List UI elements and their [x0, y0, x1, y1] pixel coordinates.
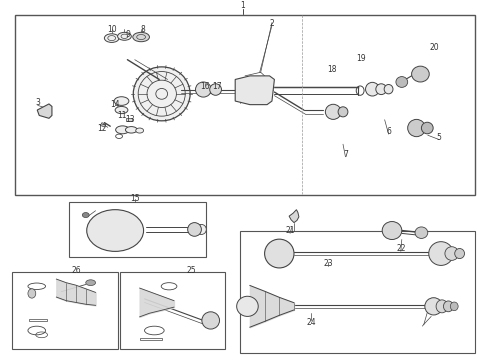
Text: 26: 26	[71, 266, 81, 275]
Text: 23: 23	[323, 259, 333, 268]
Polygon shape	[37, 104, 52, 118]
Ellipse shape	[396, 77, 408, 87]
Ellipse shape	[125, 127, 137, 133]
Ellipse shape	[28, 289, 36, 298]
Ellipse shape	[412, 66, 429, 82]
Text: 3: 3	[35, 98, 40, 107]
Bar	[240, 230, 475, 353]
Ellipse shape	[237, 296, 258, 316]
Ellipse shape	[415, 227, 428, 238]
Text: 5: 5	[437, 132, 441, 141]
Ellipse shape	[455, 248, 465, 258]
Ellipse shape	[425, 298, 442, 315]
Ellipse shape	[384, 85, 393, 94]
Ellipse shape	[338, 107, 348, 117]
Ellipse shape	[436, 300, 448, 313]
Text: 19: 19	[356, 54, 366, 63]
Text: 13: 13	[125, 115, 135, 124]
Text: 25: 25	[186, 266, 196, 275]
Polygon shape	[235, 76, 274, 105]
Text: 17: 17	[212, 82, 221, 91]
Text: 24: 24	[306, 318, 316, 327]
Ellipse shape	[136, 128, 144, 133]
Ellipse shape	[82, 212, 89, 217]
Ellipse shape	[429, 242, 453, 265]
Bar	[120, 272, 225, 349]
Ellipse shape	[382, 221, 402, 239]
Ellipse shape	[408, 120, 425, 137]
Text: 22: 22	[396, 244, 406, 253]
Text: 9: 9	[126, 30, 131, 39]
Ellipse shape	[210, 84, 221, 95]
Text: 10: 10	[107, 24, 117, 33]
Polygon shape	[289, 210, 299, 222]
Ellipse shape	[265, 239, 294, 268]
Ellipse shape	[445, 247, 459, 260]
Ellipse shape	[325, 104, 341, 120]
Ellipse shape	[116, 126, 129, 134]
Ellipse shape	[118, 32, 131, 40]
Ellipse shape	[133, 32, 149, 42]
Ellipse shape	[133, 67, 190, 121]
Text: 21: 21	[285, 226, 295, 235]
Text: 11: 11	[117, 111, 126, 120]
Ellipse shape	[202, 312, 220, 329]
Ellipse shape	[188, 222, 201, 236]
Text: 7: 7	[343, 150, 348, 159]
Text: 18: 18	[327, 65, 337, 74]
Ellipse shape	[86, 280, 96, 285]
Ellipse shape	[421, 122, 433, 134]
Text: 2: 2	[270, 19, 274, 28]
Text: 16: 16	[200, 82, 210, 91]
Polygon shape	[100, 123, 106, 127]
Ellipse shape	[450, 302, 458, 311]
Text: 20: 20	[429, 43, 439, 52]
Text: 14: 14	[110, 100, 120, 109]
Polygon shape	[126, 118, 132, 121]
Text: 6: 6	[386, 127, 391, 136]
Text: 15: 15	[130, 194, 140, 203]
Bar	[12, 272, 118, 349]
Ellipse shape	[115, 107, 128, 114]
Ellipse shape	[104, 34, 119, 42]
Ellipse shape	[443, 301, 453, 312]
Bar	[15, 15, 475, 194]
Ellipse shape	[366, 82, 379, 96]
Bar	[69, 202, 206, 257]
Text: 1: 1	[240, 1, 245, 10]
Ellipse shape	[376, 84, 387, 95]
Text: 12: 12	[97, 123, 107, 132]
Ellipse shape	[114, 97, 129, 105]
Text: 8: 8	[141, 24, 146, 33]
Ellipse shape	[87, 210, 144, 251]
Ellipse shape	[196, 82, 211, 97]
Ellipse shape	[196, 224, 206, 234]
